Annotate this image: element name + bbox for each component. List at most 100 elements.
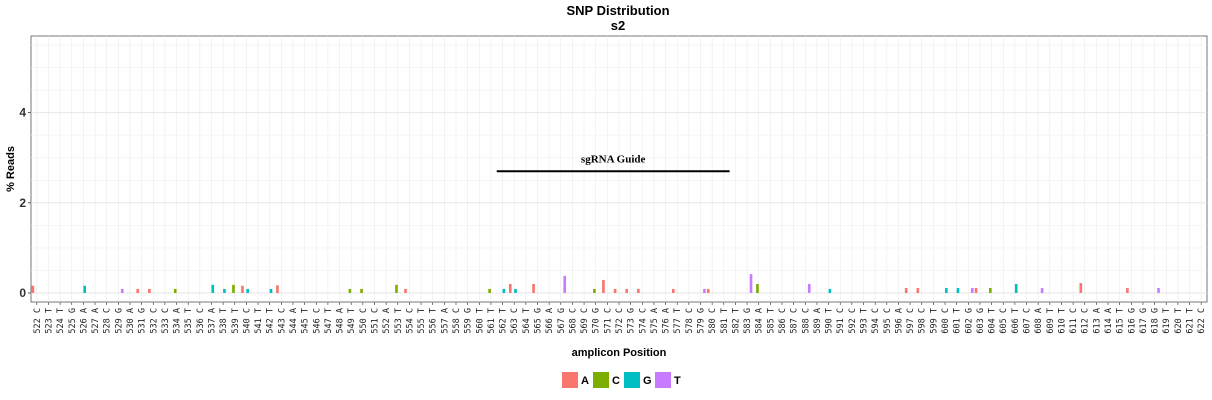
bar-A-597-C [904, 288, 908, 293]
x-tick-label: 614 A [1104, 308, 1114, 334]
x-tick-label: 561 T [487, 308, 497, 334]
x-tick-label: 563 C [510, 308, 520, 334]
x-tick-label: 564 T [522, 308, 532, 334]
x-tick-label: 598 C [918, 308, 928, 334]
x-tick-label: 560 T [475, 308, 485, 334]
bar-G-537-A [211, 284, 215, 293]
x-tick-label: 546 C [312, 308, 322, 334]
x-tick-label: 562 T [499, 308, 509, 334]
x-tick-label: 618 G [1151, 308, 1161, 334]
x-tick-label: 584 A [755, 308, 765, 334]
x-tick-label: 570 G [592, 308, 602, 334]
x-tick-label: 532 C [149, 308, 159, 334]
bar-G-601-T [956, 288, 960, 293]
x-tick-label: 547 T [324, 308, 334, 334]
x-tick-label: 550 C [359, 308, 369, 334]
x-tick-label: 594 C [871, 308, 881, 334]
x-tick-label: 615 T [1116, 308, 1126, 334]
x-tick-label: 609 T [1046, 308, 1056, 334]
x-tick-label: 593 T [860, 308, 870, 334]
x-tick-label: 577 T [673, 308, 683, 334]
x-tick-label: 571 C [603, 308, 613, 334]
x-tick-label: 600 C [941, 308, 951, 334]
x-tick-label: 580 C [708, 308, 718, 334]
x-tick-label: 588 C [801, 308, 811, 334]
x-tick-label: 621 T [1186, 308, 1196, 334]
x-tick-label: 555 T [417, 308, 427, 334]
x-tick-label: 613 A [1092, 308, 1102, 334]
legend-key-G [624, 372, 640, 388]
bar-G-562-T [502, 288, 506, 293]
bar-T-618-G [1157, 288, 1160, 293]
x-tick-label: 599 T [929, 308, 939, 334]
grid-lines [31, 36, 1207, 302]
bar-A-580-C [706, 288, 710, 293]
x-tick-label: 557 A [440, 308, 450, 334]
bar-G-600-C [945, 288, 948, 293]
bar-A-543-C [276, 285, 279, 293]
x-tick-label: 544 A [289, 308, 299, 334]
bar-C-550-C [360, 288, 363, 293]
x-tick-label: 530 A [126, 308, 136, 334]
x-tick-label: 552 A [382, 308, 392, 334]
x-tick-label: 549 T [347, 308, 357, 334]
bar-A-573-G [625, 288, 629, 293]
x-tick-label: 596 A [894, 308, 904, 334]
x-tick-label: 617 G [1139, 308, 1149, 334]
y-tick-label: 0 [19, 286, 26, 300]
x-tick-label: 572 C [615, 308, 625, 334]
x-tick-label: 604 T [988, 308, 998, 334]
x-axis-ticks: 522 C 523 T 524 T 525 G 526 A 527 A 528 C 529 G… [33, 302, 1207, 334]
x-tick-label: 578 C [685, 308, 695, 334]
x-tick-label: 606 T [1011, 308, 1021, 334]
x-tick-label: 535 T [184, 308, 194, 334]
x-tick-label: 540 C [242, 308, 252, 334]
x-tick-label: 553 T [394, 308, 404, 334]
x-tick-label: 616 G [1127, 308, 1137, 334]
x-tick-label: 576 A [662, 308, 672, 334]
bar-A-540-C [241, 285, 244, 293]
bar-G-542-T [269, 288, 273, 293]
x-tick-label: 611 C [1069, 308, 1079, 334]
x-tick-label: 527 A [91, 308, 101, 334]
bar-C-570-G [593, 288, 596, 293]
x-tick-label: 605 C [999, 308, 1009, 334]
bar-C-539-T [232, 284, 235, 293]
x-tick-label: 590 T [825, 308, 835, 334]
x-tick-label: 608 A [1034, 308, 1044, 334]
bar-A-577-T [671, 288, 675, 293]
bar-A-571-C [602, 279, 605, 293]
x-axis-title: amplicon Position [572, 347, 667, 359]
bar-G-538-T [223, 288, 226, 293]
x-tick-label: 533 C [161, 308, 171, 334]
y-axis-ticks: 0 2 4 [19, 106, 31, 300]
bar-A-565-G [532, 283, 535, 293]
x-tick-label: 585 T [766, 308, 776, 334]
x-tick-label: 575 A [650, 308, 660, 334]
bar-G-563-C [514, 288, 517, 293]
x-tick-label: 573 G [627, 308, 637, 334]
x-tick-label: 574 C [638, 308, 648, 334]
x-tick-label: 607 C [1023, 308, 1033, 334]
x-tick-label: 541 T [254, 308, 264, 334]
x-tick-label: 581 T [720, 308, 730, 334]
bar-A-612-C [1079, 283, 1083, 293]
x-tick-label: 558 C [452, 308, 462, 334]
bar-A-563-C [508, 283, 512, 293]
x-tick-label: 525 G [68, 308, 78, 334]
legend-key-A [562, 372, 578, 388]
bar-C-553-T [395, 284, 398, 293]
x-tick-label: 595 C [883, 308, 893, 334]
legend-label-C: C [612, 375, 620, 387]
x-tick-label: 610 T [1057, 308, 1067, 334]
bar-A-532-C [148, 288, 151, 293]
x-tick-label: 528 C [103, 308, 113, 334]
bar-T-529-G [120, 288, 124, 293]
x-tick-label: 592 C [848, 308, 858, 334]
bar-C-534-A [173, 288, 177, 293]
x-tick-label: 597 C [906, 308, 916, 334]
x-tick-label: 531 G [138, 308, 148, 334]
bar-G-526-A [83, 285, 87, 293]
x-tick-label: 523 T [44, 308, 54, 334]
